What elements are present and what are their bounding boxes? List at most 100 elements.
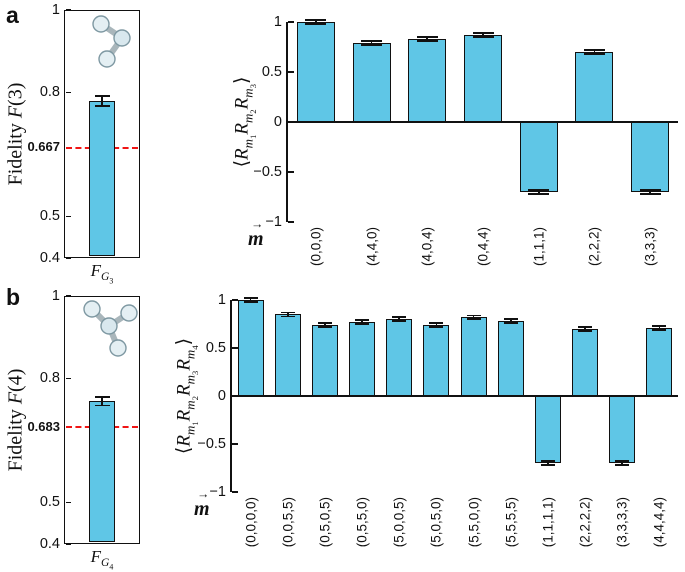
y-tick-mark — [65, 377, 71, 380]
error-bar-cap — [94, 396, 110, 399]
corr-bar — [497, 321, 524, 396]
error-bar-cap — [243, 301, 258, 303]
x-tick-label: (0,0,0,0) — [243, 497, 259, 548]
qubit-node — [98, 50, 116, 68]
qubit-node — [109, 339, 127, 357]
error-bar-cap — [615, 460, 630, 463]
y-tick-label: −0.5 — [253, 163, 282, 180]
error-bar-cap — [615, 464, 630, 466]
error-bar-line — [426, 37, 429, 41]
y-tick-label: 1 — [217, 291, 226, 308]
error-bar-cap — [317, 322, 332, 324]
y-axis-label: ⟨Rm1Rm2Rm3⟩ — [231, 76, 258, 168]
error-bar-cap — [305, 23, 327, 25]
y-axis-label: ⟨Rm1Rm2Rm3Rm4⟩ — [173, 337, 200, 455]
error-bar-line — [398, 317, 401, 322]
error-bar-line — [249, 298, 252, 302]
error-bar-cap — [578, 326, 593, 328]
error-bar-cap — [466, 314, 481, 317]
corr-bar — [534, 396, 561, 464]
y-tick-mark — [65, 543, 71, 545]
y-tick-label: 1 — [51, 1, 60, 18]
x-axis-label: → m — [194, 487, 210, 520]
error-bar-cap — [472, 36, 494, 38]
y-tick-label: 0.4 — [39, 535, 60, 552]
error-bar-line — [509, 319, 512, 324]
error-bar-cap — [540, 464, 555, 466]
x-tick-label: (0,0,5,5) — [280, 497, 296, 548]
x-tick-label: (3,3,3,3) — [614, 497, 630, 548]
error-bar-cap — [280, 311, 295, 314]
error-bar-line — [593, 50, 596, 54]
corr-bar — [646, 327, 673, 396]
y-tick-mark — [288, 171, 294, 173]
error-bar-cap — [503, 322, 518, 324]
error-bar-cap — [94, 105, 110, 107]
error-bar-cap — [392, 320, 407, 322]
corr-bar — [352, 43, 391, 122]
y-tick-label: 0.667 — [27, 139, 60, 155]
error-bar-cap — [317, 326, 332, 328]
zero-axis-line — [230, 395, 678, 397]
error-bar-cap — [466, 318, 481, 320]
y-tick-mark — [232, 443, 238, 445]
error-bar-line — [101, 397, 103, 406]
error-bar-cap — [355, 319, 370, 321]
error-bar-line — [286, 312, 289, 317]
y-tick-label: 0.4 — [39, 249, 60, 266]
plot-frame — [64, 296, 140, 544]
y-axis-label: Fidelity F(3) — [4, 82, 27, 186]
corr-bar — [519, 122, 558, 192]
error-bar-cap — [305, 19, 327, 21]
y-tick-label: −0.5 — [197, 435, 226, 452]
y-tick-label: 0 — [273, 113, 282, 130]
qubit-node — [113, 29, 131, 47]
error-bar-cap — [94, 404, 110, 407]
error-bar-cap — [639, 193, 661, 195]
x-tick-label: (3,3,3) — [642, 227, 658, 267]
error-bar-line — [584, 326, 586, 331]
corr-bar — [464, 35, 502, 122]
error-bar-cap — [472, 32, 494, 34]
error-bar-line — [658, 325, 661, 330]
error-bar-cap — [416, 36, 438, 38]
error-bar-cap — [652, 325, 667, 327]
error-bar-cap — [528, 189, 550, 191]
x-tick-label: FG4 — [90, 547, 114, 572]
y-tick-label: 0.683 — [27, 418, 60, 434]
x-tick-label: (5,5,5,5) — [503, 497, 519, 548]
y-tick-label: 0 — [217, 387, 226, 404]
corr-bar — [274, 314, 301, 396]
corr-bar — [460, 317, 487, 396]
panel-a-label: a — [6, 2, 19, 28]
x-tick-label: FG3 — [90, 261, 114, 286]
corr-bar — [572, 328, 599, 396]
corr-bar — [311, 324, 338, 396]
qubit-node — [83, 300, 101, 318]
x-tick-label: (4,4,0) — [364, 227, 380, 267]
error-bar-line — [101, 95, 103, 106]
y-tick-mark — [288, 21, 294, 23]
y-tick-label: −1 — [265, 213, 282, 230]
y-tick-mark — [65, 91, 71, 94]
y-tick-label: 0.5 — [39, 494, 60, 511]
y-tick-label: 1 — [51, 287, 60, 304]
x-tick-label: (0,4,4) — [475, 227, 491, 267]
error-bar-line — [482, 33, 484, 37]
error-bar-cap — [416, 40, 438, 42]
error-bar-cap — [583, 49, 605, 51]
x-tick-label: (1,1,1,1) — [540, 497, 556, 548]
x-tick-label: (2,2,2) — [586, 227, 602, 267]
y-tick-label: 0.5 — [261, 63, 282, 80]
error-bar-line — [324, 323, 326, 327]
error-bar-cap — [361, 40, 383, 42]
x-tick-label: (0,0,0) — [308, 227, 324, 267]
corr-bar — [423, 324, 450, 396]
qubit-node — [92, 15, 110, 33]
fidelity-bar — [89, 100, 115, 257]
y-tick-label: 0.8 — [39, 370, 60, 387]
panel-b-label: b — [6, 284, 21, 310]
y-tick-mark — [65, 9, 71, 11]
